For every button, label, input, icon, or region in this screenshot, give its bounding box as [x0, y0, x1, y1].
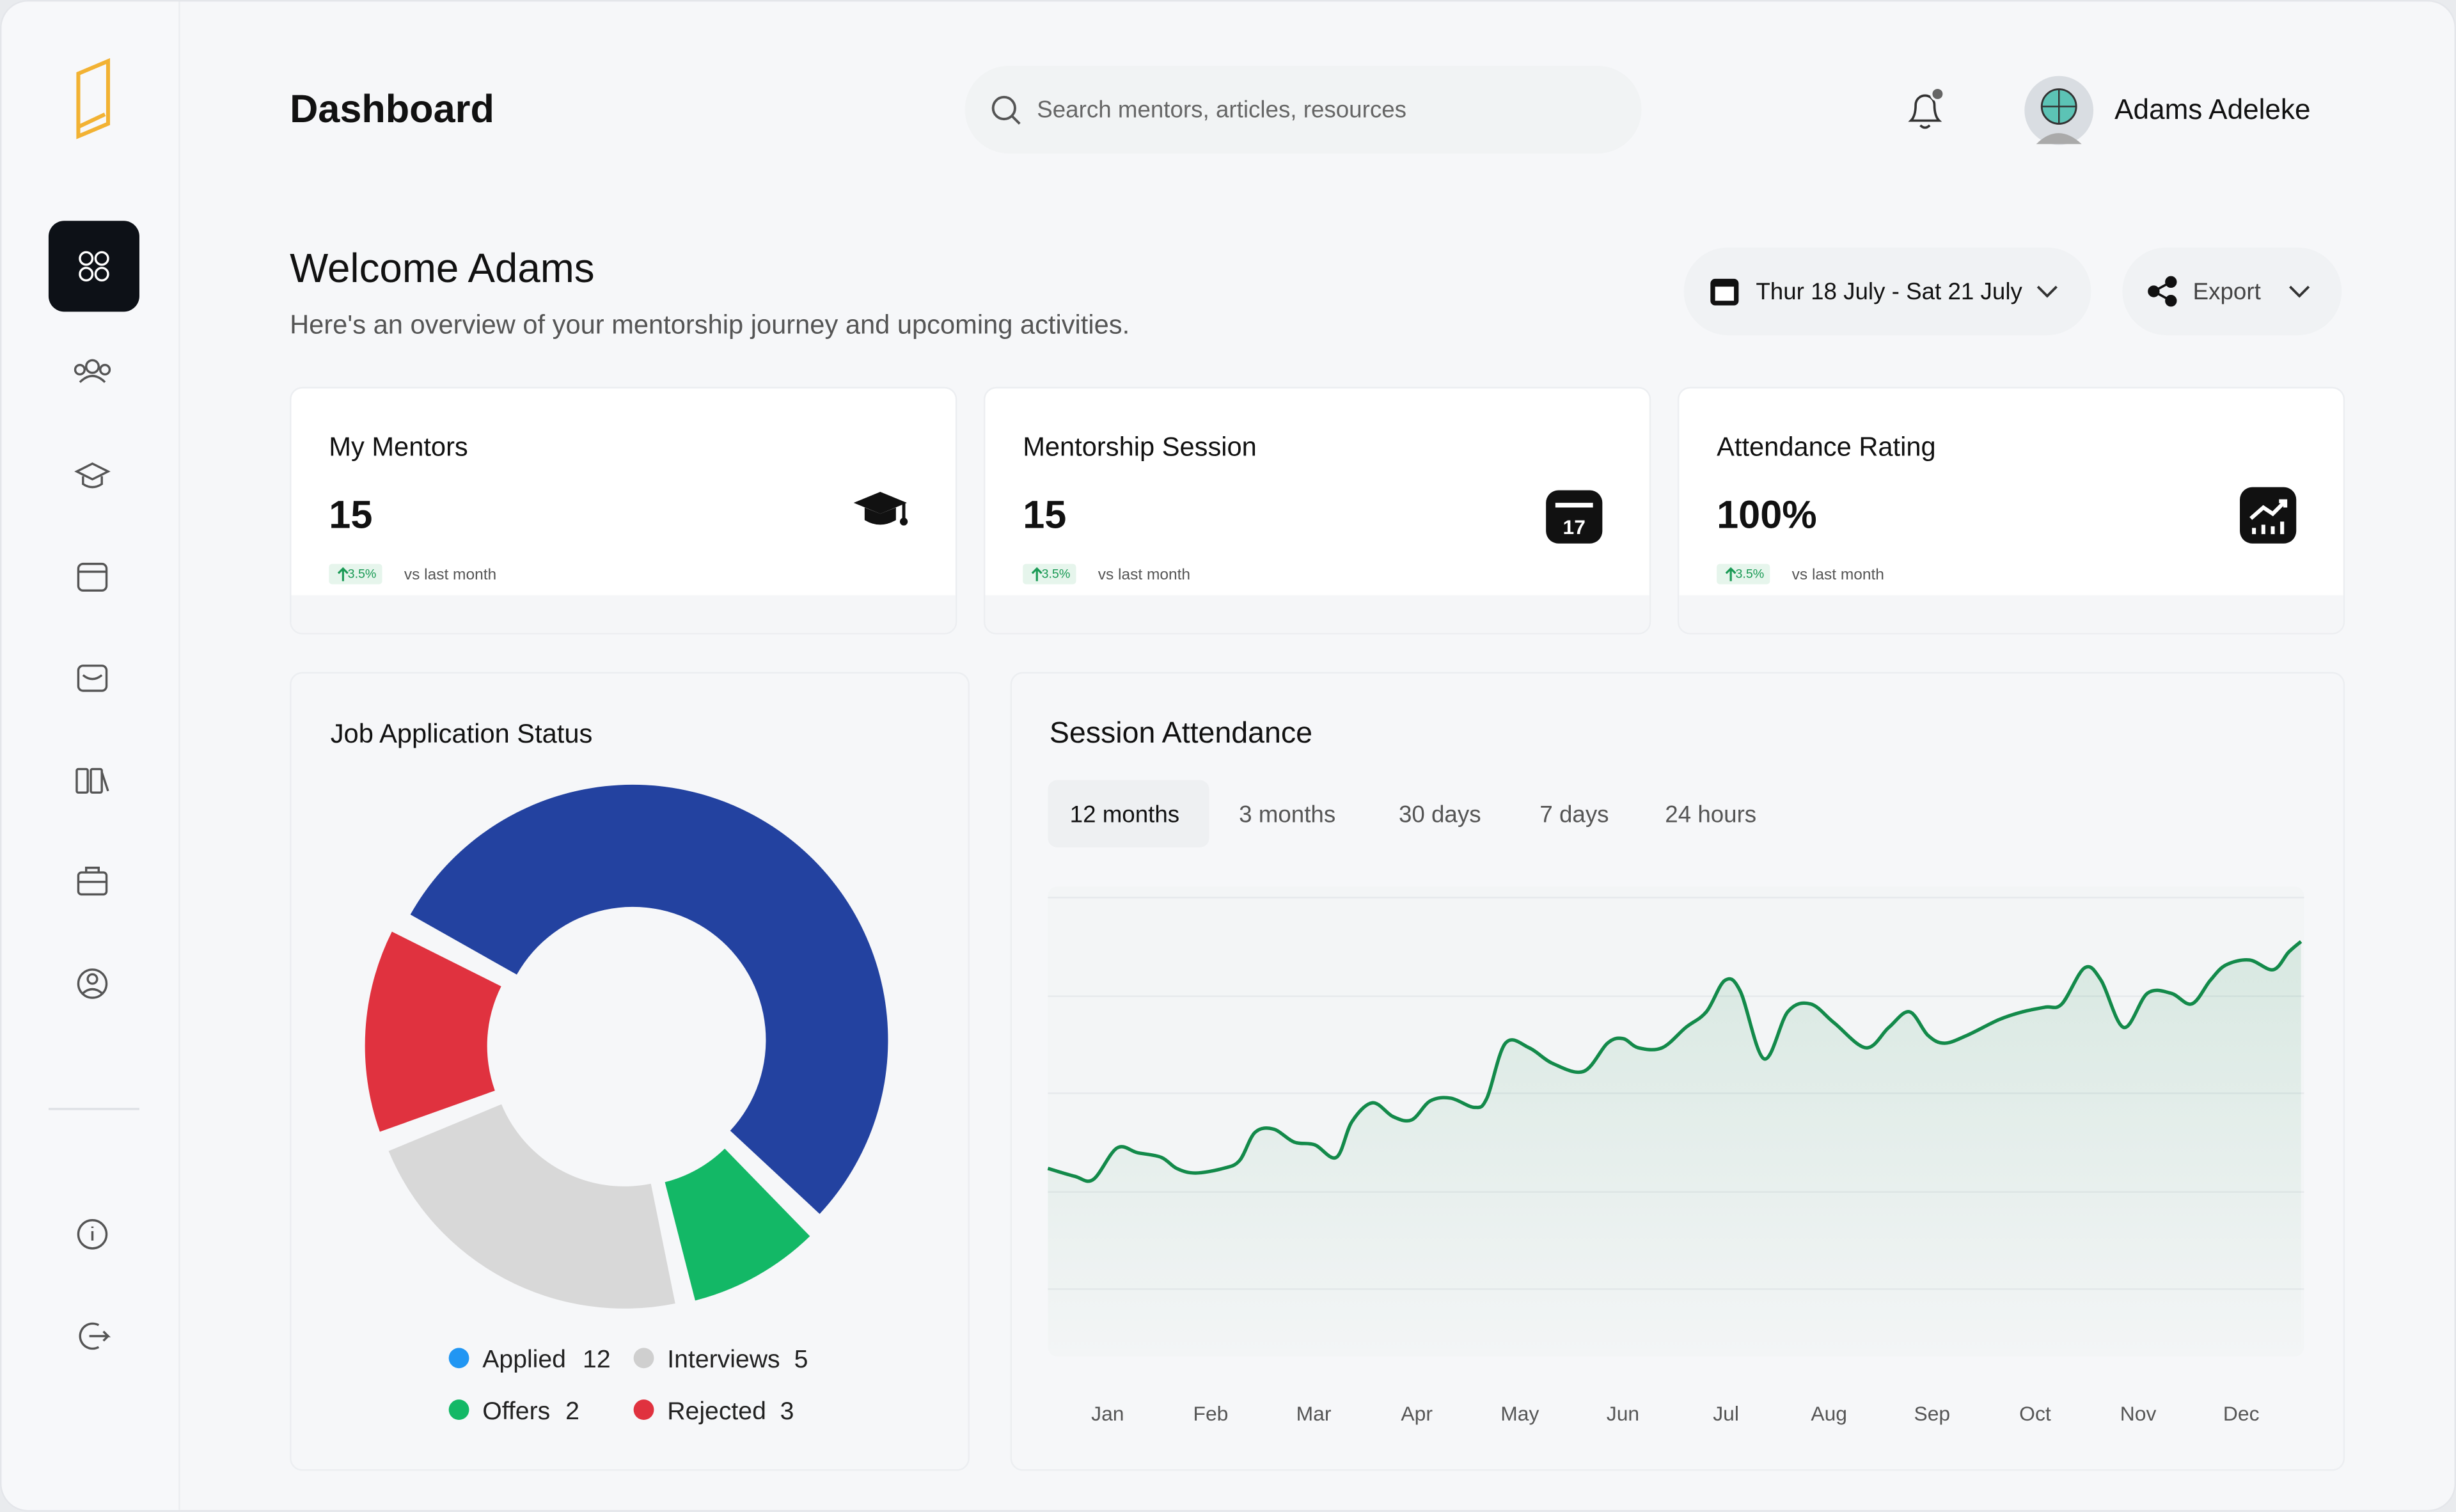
x-tick-label: Apr	[1401, 1402, 1433, 1425]
x-tick-label: Aug	[1811, 1402, 1847, 1425]
up-arrow	[1031, 567, 1043, 581]
legend-dot	[633, 1399, 654, 1421]
nav-messages[interactable]	[77, 665, 108, 692]
legend-label: Rejected	[667, 1398, 766, 1425]
page-title: Dashboard	[290, 88, 494, 132]
welcome-subtitle: Here's an overview of your mentorship jo…	[290, 310, 1130, 340]
legend-label: Interviews	[667, 1346, 780, 1373]
donut-slice	[365, 931, 501, 1132]
card-note: vs last month	[1791, 567, 1884, 585]
donut-title: Job Application Status	[331, 718, 593, 748]
card-icon	[2240, 487, 2297, 544]
nav-mentors[interactable]	[74, 359, 111, 383]
search-icon	[991, 95, 1021, 125]
x-tick-label: Oct	[2019, 1402, 2051, 1425]
search-placeholder: Search mentors, articles, resources	[1037, 97, 1407, 124]
export-label: Export	[2192, 278, 2261, 306]
sidebar-icons	[48, 58, 139, 1350]
donut-slice	[388, 1104, 675, 1309]
line	[1047, 940, 2302, 1183]
up-arrow	[337, 567, 349, 581]
legend-dot	[633, 1348, 654, 1369]
nav-dashboard[interactable]	[48, 221, 139, 312]
card-icon: 17	[1546, 490, 1603, 544]
card-label: Attendance Rating	[1717, 432, 1936, 462]
nav-logout[interactable]	[79, 1322, 111, 1350]
x-tick-label: May	[1500, 1402, 1539, 1425]
line-area	[1048, 941, 2301, 1357]
card-icon	[853, 491, 908, 526]
time-tab[interactable]: 30 days	[1399, 801, 1481, 828]
x-tick-label: Dec	[2223, 1402, 2260, 1425]
donut-slice	[665, 1148, 810, 1301]
card-value: 15	[1023, 493, 1067, 538]
notification-bell[interactable]	[1900, 83, 1950, 136]
card-label: Mentorship Session	[1023, 432, 1257, 462]
legend-label: Offers	[482, 1398, 550, 1425]
card-footer	[985, 595, 1649, 633]
legend-value: 5	[794, 1346, 808, 1373]
line-title: Session Attendance	[1050, 716, 1312, 749]
x-tick-label: Nov	[2120, 1402, 2157, 1425]
legend-label: Applied	[482, 1346, 566, 1373]
card-change: 3.5%	[329, 563, 383, 585]
x-tick-label: Mar	[1296, 1402, 1332, 1425]
avatar[interactable]	[2024, 75, 2094, 146]
stat-card	[983, 386, 1651, 634]
time-tab[interactable]: 12 months	[1070, 801, 1179, 828]
legend-dot	[448, 1348, 469, 1369]
nav-info[interactable]	[77, 1219, 108, 1250]
card-footer	[291, 595, 956, 633]
logo[interactable]	[76, 58, 111, 139]
card-footer	[1679, 595, 2343, 633]
card-value: 100%	[1717, 493, 1817, 538]
active-tab-bg	[1048, 780, 1209, 847]
chevron	[2036, 285, 2058, 298]
legend-value: 12	[583, 1346, 611, 1373]
search-box[interactable]	[964, 65, 1642, 154]
card-change: 3.5%	[1717, 563, 1770, 585]
x-tick-label: Jun	[1607, 1402, 1639, 1425]
legend-value: 3	[780, 1398, 794, 1425]
legend-dot	[448, 1399, 469, 1421]
date-range: Thur 18 July - Sat 21 July	[1756, 278, 2022, 306]
nav-calendar[interactable]	[77, 562, 108, 592]
nav-courses[interactable]	[74, 462, 111, 489]
x-tick-label: Feb	[1193, 1402, 1229, 1425]
chevron	[2289, 285, 2310, 298]
time-tab[interactable]: 7 days	[1539, 801, 1609, 828]
nav-library[interactable]	[75, 768, 109, 794]
card-label: My Mentors	[329, 432, 468, 462]
time-tab[interactable]: 3 months	[1239, 801, 1335, 828]
card-change: 3.5%	[1023, 563, 1077, 585]
x-tick-label: Jul	[1713, 1402, 1739, 1425]
share-icon	[2148, 276, 2177, 307]
calendar-icon	[1710, 278, 1739, 306]
nav-profile[interactable]	[77, 968, 108, 999]
card-note: vs last month	[1098, 567, 1191, 585]
date-picker[interactable]	[1683, 247, 2091, 336]
nav-jobs[interactable]	[77, 867, 108, 896]
x-tick-label: Sep	[1914, 1402, 1951, 1425]
legend-value: 2	[565, 1398, 579, 1425]
card-value: 15	[329, 493, 373, 538]
x-tick-label: Jan	[1091, 1402, 1124, 1425]
welcome-title: Welcome Adams	[290, 244, 595, 292]
time-tab[interactable]: 24 hours	[1665, 801, 1756, 828]
stat-card	[1677, 386, 2345, 634]
svg-text:17: 17	[1563, 516, 1586, 539]
up-arrow	[1725, 567, 1736, 581]
stat-card	[290, 386, 957, 634]
card-note: vs last month	[404, 567, 497, 585]
donut-slice	[410, 784, 888, 1214]
user-name: Adams Adeleke	[2114, 93, 2311, 125]
